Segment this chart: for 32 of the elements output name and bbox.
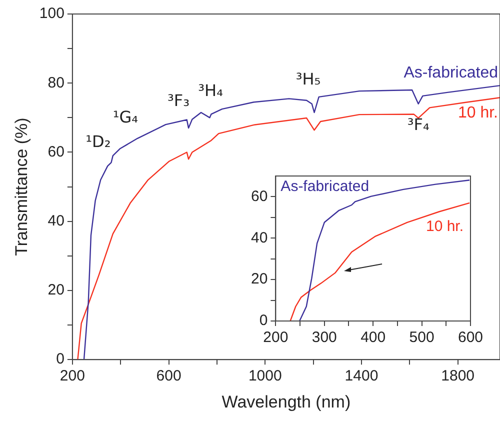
- annotation: ³H₄: [198, 81, 223, 100]
- x-tick-label: 200: [263, 329, 288, 346]
- x-tick-label: 1800: [441, 368, 475, 385]
- annotation: ³H₅: [296, 70, 321, 89]
- y-tick-label: 20: [48, 282, 64, 299]
- y-tick-label: 40: [250, 229, 268, 246]
- x-tick-label: 600: [156, 368, 182, 385]
- y-tick-label: 60: [250, 188, 268, 205]
- y-tick-label: 100: [39, 5, 64, 22]
- x-tick-label: 400: [360, 329, 386, 346]
- annotation: ¹D₂: [86, 132, 111, 151]
- x-tick-label: 1400: [344, 368, 378, 385]
- series-label: 10 hr.: [426, 218, 464, 235]
- series-label: As-fabricated: [404, 64, 498, 82]
- y-tick-label: 80: [48, 74, 64, 92]
- y-tick-label: 0: [56, 350, 64, 368]
- x-tick-label: 1000: [248, 368, 282, 385]
- x-tick-label: 600: [458, 329, 483, 346]
- annotation: ³F₄: [407, 115, 430, 134]
- x-axis-title: Wavelength (nm): [222, 392, 351, 412]
- y-tick-label: 60: [48, 143, 64, 160]
- annotation: ³F₃: [168, 91, 190, 110]
- annotation: ¹G₄: [112, 108, 138, 127]
- series-label: As-fabricated: [280, 178, 370, 195]
- x-tick-label: 200: [60, 368, 85, 385]
- y-tick-label: 40: [48, 212, 64, 230]
- y-tick-label: 20: [250, 270, 268, 288]
- y-tick-label: 0: [259, 312, 268, 330]
- series-label: 10 hr.: [458, 104, 498, 122]
- x-tick-label: 500: [409, 329, 434, 346]
- y-axis-title: Transmittance (%): [12, 118, 31, 256]
- x-tick-label: 300: [312, 329, 337, 346]
